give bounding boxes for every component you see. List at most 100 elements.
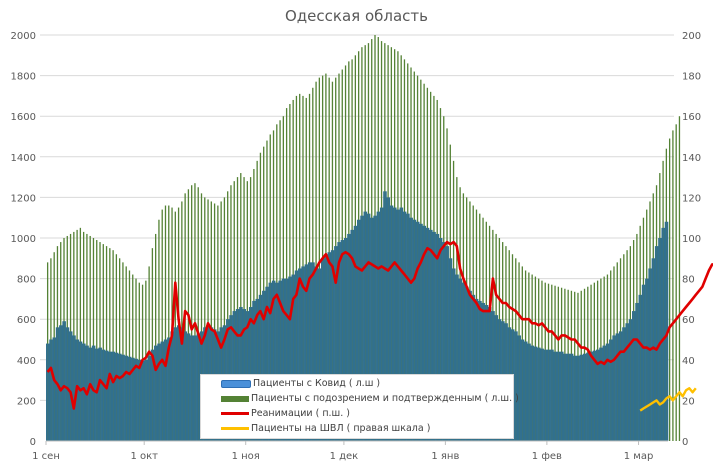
bar-suspected [207, 199, 209, 441]
bar-covid [108, 351, 112, 441]
bar-suspected-overlay [73, 335, 75, 441]
bar-suspected [204, 197, 206, 441]
bar-covid [183, 331, 188, 441]
bar-covid [320, 258, 325, 441]
x-tick-label: 1 сен [32, 451, 60, 462]
bar-suspected-overlay [116, 352, 117, 441]
bar-suspected-overlay [276, 282, 278, 441]
bar-suspected-overlay [178, 325, 180, 441]
bar-covid [88, 347, 93, 441]
bar-covid [648, 268, 652, 441]
bar-covid [579, 354, 584, 441]
bar-covid [566, 353, 571, 441]
bar-suspected-overlay [456, 274, 458, 441]
bar-covid [635, 302, 639, 441]
bar-suspected-overlay [607, 343, 608, 441]
bar-suspected-overlay [260, 294, 261, 441]
y-tick-left: 600 [17, 315, 36, 326]
bar-suspected-overlay [623, 327, 625, 441]
chart-title: Одесская область [285, 7, 428, 25]
bar-covid [664, 221, 669, 441]
bar-covid [442, 242, 446, 441]
bar-suspected-overlay [584, 353, 586, 441]
bar-suspected-overlay [600, 347, 602, 441]
bar-suspected-overlay [541, 348, 543, 441]
bar-covid [68, 331, 73, 441]
bar-suspected-overlay [90, 347, 91, 441]
bar-suspected [125, 266, 127, 441]
bar-suspected-overlay [590, 351, 592, 441]
bar-suspected-overlay [191, 335, 193, 441]
bar-suspected-overlay [279, 280, 281, 441]
bar-covid [399, 207, 404, 441]
bar-suspected-overlay [355, 225, 356, 441]
bar-suspected-overlay [630, 319, 631, 441]
bar-suspected-overlay [93, 345, 95, 441]
bar-suspected-overlay [486, 304, 487, 441]
bar-suspected-overlay [401, 207, 402, 441]
bar-suspected-overlay [188, 333, 189, 441]
bar-covid [651, 258, 656, 441]
bar-suspected [220, 201, 222, 441]
bar-suspected-overlay [414, 219, 415, 441]
bar-covid [376, 211, 381, 441]
bar-covid [255, 298, 260, 441]
bar-covid [147, 355, 152, 441]
bar-suspected [122, 262, 124, 441]
bar-covid [445, 246, 449, 441]
bar-suspected-overlay [348, 233, 350, 441]
bar-covid [396, 209, 400, 441]
bar-suspected-overlay [633, 311, 635, 441]
bar-covid [530, 345, 535, 441]
bar-suspected [223, 197, 226, 441]
bar-covid [298, 268, 302, 441]
bar-suspected-overlay [119, 353, 121, 441]
bar-covid [641, 284, 646, 441]
bar-suspected-overlay [70, 331, 72, 441]
bar-suspected-overlay [558, 351, 559, 441]
bar-suspected-overlay [332, 250, 333, 441]
bar-covid [304, 264, 309, 441]
bar-covid [520, 339, 525, 441]
bar-suspected-overlay [613, 335, 615, 441]
bar-suspected-overlay [152, 349, 153, 441]
bar-covid [307, 262, 312, 441]
y-tick-left: 2000 [11, 31, 36, 42]
bar-suspected-overlay [640, 294, 641, 441]
bar-suspected-overlay [54, 337, 55, 441]
bar-suspected-overlay [649, 268, 651, 441]
y-tick-left: 800 [17, 275, 36, 286]
bar-covid [589, 351, 594, 441]
bar-suspected [217, 205, 219, 441]
bar-covid [59, 325, 63, 441]
bar-suspected-overlay [518, 335, 520, 441]
bar-suspected-overlay [538, 347, 540, 441]
bar-covid [173, 327, 178, 441]
bar-covid [550, 349, 554, 441]
bar-suspected-overlay [646, 278, 648, 441]
legend: Пациенты с Ковид ( л.ш ) Пациенты с подо… [200, 374, 519, 439]
bar-suspected [164, 205, 167, 441]
bar-suspected-overlay [50, 339, 52, 441]
bar-suspected-overlay [548, 349, 550, 441]
bar-covid [324, 254, 328, 441]
bar-covid [111, 351, 116, 441]
bar-covid [271, 280, 276, 441]
bar-covid [337, 242, 341, 441]
bar-suspected-overlay [122, 354, 124, 441]
y-tick-right: 100 [682, 234, 701, 245]
x-tick-label: 1 мар [624, 451, 654, 462]
bar-suspected [96, 240, 98, 441]
bar-suspected-overlay [482, 302, 484, 441]
bar-covid [451, 268, 456, 441]
bar-covid [252, 300, 256, 441]
bar-covid [429, 229, 433, 441]
bar-suspected [194, 183, 196, 441]
bar-covid [121, 354, 125, 441]
bar-suspected-overlay [155, 345, 157, 441]
bar-suspected-overlay [473, 294, 474, 441]
bar-covid [258, 294, 263, 441]
legend-swatch-covid [221, 379, 251, 388]
bar-suspected-overlay [306, 264, 307, 441]
bar-suspected-overlay [463, 282, 464, 441]
